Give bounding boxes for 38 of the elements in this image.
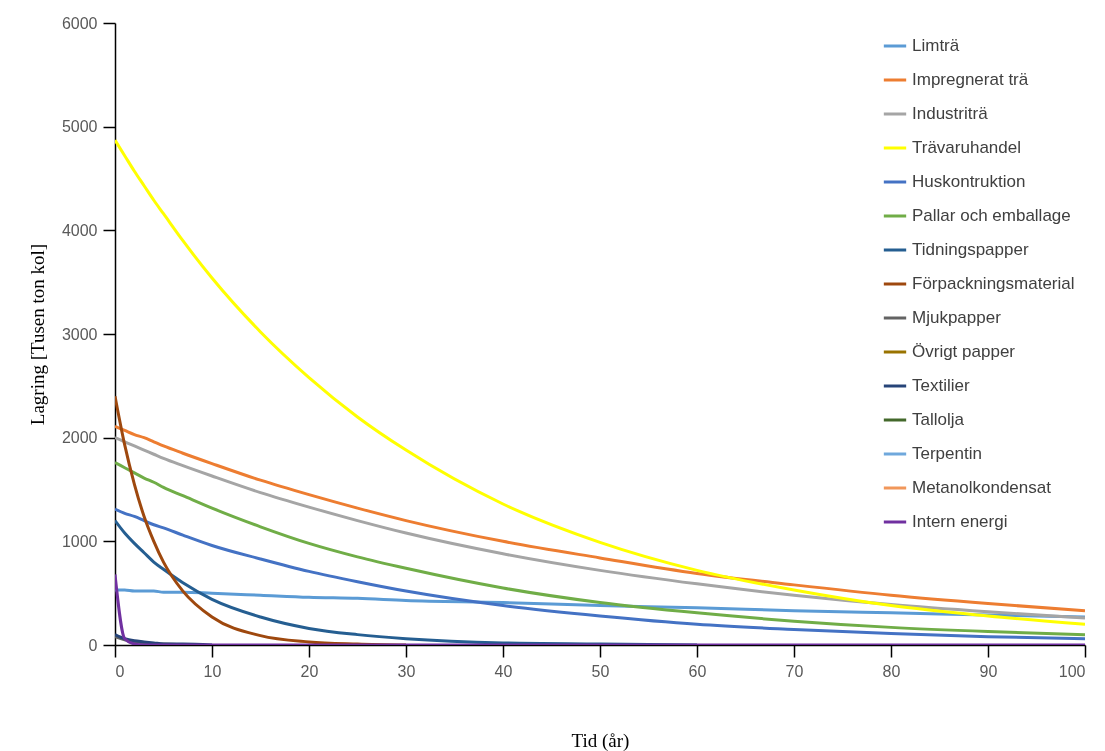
y-tick-label: 4000 [61, 221, 98, 239]
legend-label: Mjukpapper [912, 308, 1002, 327]
x-tick-label: 70 [785, 662, 804, 680]
y-tick-label: 0 [88, 636, 98, 654]
legend-label: Terpentin [912, 444, 982, 463]
y-tick-label: 3000 [61, 325, 98, 343]
legend-label: Förpackningsmaterial [912, 274, 1075, 293]
legend-label: Intern energi [912, 512, 1008, 531]
legend-label: Tidningspapper [912, 240, 1029, 259]
x-tick-label: 90 [979, 662, 998, 680]
x-tick-label: 0 [115, 662, 125, 680]
x-tick-label: 40 [494, 662, 513, 680]
line-series [115, 138, 1085, 626]
x-tick-label: 10 [203, 662, 222, 680]
y-tick-label: 6000 [61, 14, 98, 32]
x-axis-title: Tid (år) [571, 729, 630, 751]
x-tick-label: 30 [397, 662, 416, 680]
x-tick-label: 100 [1058, 662, 1086, 680]
legend-label: Impregnerat trä [912, 70, 1029, 89]
y-axis-title: Lagring [Tusen ton kol] [26, 243, 48, 426]
line-series [115, 461, 1085, 637]
legend-label: Övrigt papper [912, 342, 1016, 361]
y-tick-label: 2000 [61, 429, 98, 447]
x-tick-label: 50 [591, 662, 610, 680]
legend-label: Metanolkondensat [912, 478, 1052, 497]
legend-label: Pallar och emballage [912, 206, 1071, 225]
legend-label: Textilier [912, 376, 970, 395]
legend-label: Limträ [912, 36, 960, 55]
legend-label: Tallolja [912, 410, 965, 429]
x-tick-label: 80 [882, 662, 901, 680]
x-tick-label: 20 [300, 662, 319, 680]
legend-label: Huskontruktion [912, 172, 1026, 191]
legend-label: Industriträ [912, 104, 989, 123]
x-tick-label: 60 [688, 662, 707, 680]
legend-label: Trävaruhandel [912, 138, 1021, 157]
y-tick-label: 1000 [61, 532, 98, 550]
y-tick-label: 5000 [61, 118, 98, 136]
line-series [115, 507, 1085, 641]
